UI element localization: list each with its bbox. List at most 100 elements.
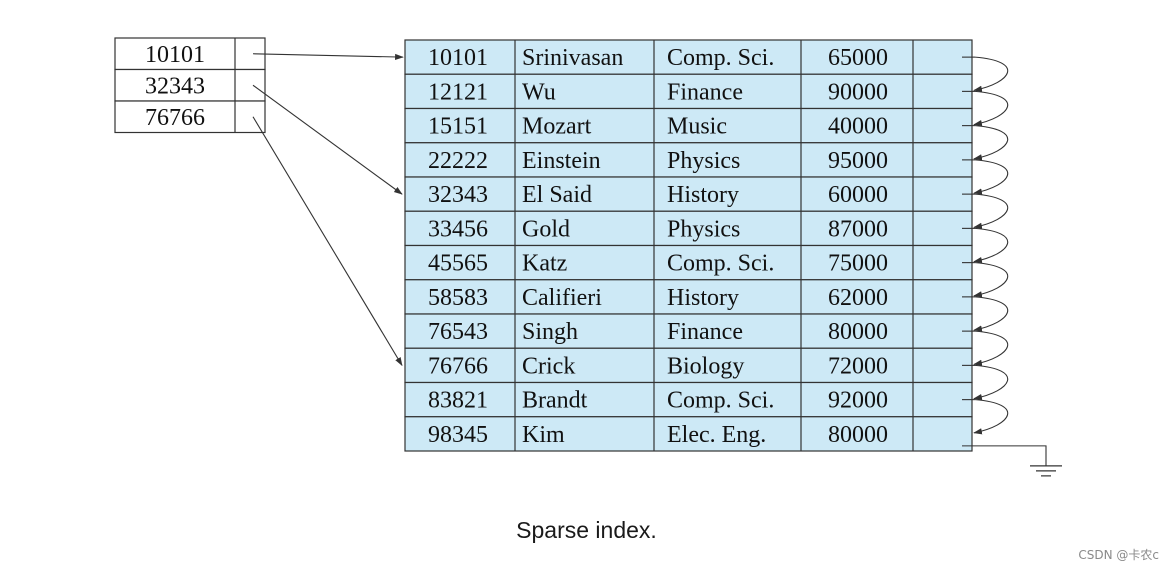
record-dept: Physics	[667, 148, 740, 174]
chain-pointer	[962, 364, 1009, 401]
record-name: El Said	[522, 182, 592, 208]
record-box	[404, 347, 973, 384]
file-record: 15151 Mozart Music 40000	[404, 107, 973, 144]
null-pointer-line	[962, 445, 1047, 466]
chain-pointer	[962, 159, 1009, 195]
index-entry: 76766	[114, 100, 266, 134]
record-id: 76766	[428, 353, 488, 379]
file-record: 32343 El Said History 60000	[404, 176, 973, 212]
record-dept: Physics	[667, 216, 740, 242]
chain-arrow	[973, 364, 1009, 401]
record-name: Crick	[522, 353, 575, 379]
record-dept: Music	[667, 114, 727, 140]
chain-arrow	[973, 193, 1009, 229]
record-dept: Comp. Sci.	[667, 251, 774, 277]
record-salary: 72000	[828, 353, 888, 379]
sparse-index: 10101 32343 76766	[114, 37, 266, 134]
index-key: 76766	[145, 105, 205, 131]
index-key: 10101	[145, 42, 205, 68]
record-name: Srinivasan	[522, 45, 623, 71]
index-key: 32343	[145, 73, 205, 99]
record-salary: 75000	[828, 251, 888, 277]
record-box	[404, 210, 973, 247]
record-box	[404, 416, 973, 452]
sequential-file: 10101 Srinivasan Comp. Sci. 65000 12121 Wu Fin…	[404, 39, 973, 452]
record-id: 12121	[428, 79, 488, 105]
file-record: 83821 Brandt Comp. Sci. 92000	[404, 381, 973, 418]
record-box	[404, 107, 973, 144]
record-name: Califieri	[522, 285, 602, 311]
record-id: 22222	[428, 148, 488, 174]
file-record: 33456 Gold Physics 87000	[404, 210, 973, 247]
file-record: 22222 Einstein Physics 95000	[404, 142, 973, 178]
record-dept: Finance	[667, 79, 743, 105]
record-id: 98345	[428, 422, 488, 448]
record-salary: 65000	[828, 45, 888, 71]
file-record: 45565 Katz Comp. Sci. 75000	[404, 244, 973, 281]
record-salary: 80000	[828, 319, 888, 345]
record-dept: History	[667, 182, 739, 208]
record-name: Brandt	[522, 388, 588, 414]
chain-pointer	[962, 296, 1009, 332]
file-record: 76543 Singh Finance 80000	[404, 313, 973, 349]
null-pointer-ground	[962, 445, 1062, 477]
index-entry-box	[114, 68, 266, 102]
chain-pointer	[962, 193, 1009, 229]
record-id: 10101	[428, 45, 488, 71]
index-pointer	[252, 84, 403, 195]
record-box	[404, 73, 973, 110]
record-id: 33456	[428, 216, 488, 242]
index-pointer	[252, 53, 404, 61]
chain-arrow	[973, 56, 1009, 92]
record-name: Katz	[522, 251, 567, 277]
chain-arrow	[973, 330, 1009, 366]
chain-pointer	[962, 125, 1009, 161]
record-dept: Elec. Eng.	[667, 422, 766, 448]
chain-arrow	[973, 227, 1009, 264]
chain-pointer	[962, 399, 1009, 435]
record-box	[404, 176, 973, 212]
chain-pointer	[962, 90, 1009, 127]
file-record: 12121 Wu Finance 90000	[404, 73, 973, 110]
chain-pointer	[962, 330, 1009, 366]
record-name: Wu	[522, 79, 556, 105]
chain-arrow	[973, 399, 1009, 435]
chain-pointer	[962, 262, 1009, 298]
pointer-arrow	[252, 116, 403, 367]
record-salary: 80000	[828, 422, 888, 448]
chain-arrow	[973, 125, 1009, 161]
file-record: 98345 Kim Elec. Eng. 80000	[404, 416, 973, 452]
figure-caption: Sparse index.	[516, 517, 657, 543]
record-id: 76543	[428, 319, 488, 345]
record-id: 32343	[428, 182, 488, 208]
chain-arrow	[973, 90, 1009, 127]
record-name: Kim	[522, 422, 565, 448]
record-salary: 95000	[828, 148, 888, 174]
pointer-arrow	[252, 84, 403, 195]
chain-arrow	[973, 296, 1009, 332]
record-dept: Finance	[667, 319, 743, 345]
record-dept: Comp. Sci.	[667, 45, 774, 71]
index-pointers	[252, 53, 404, 367]
record-dept: Biology	[667, 353, 744, 379]
record-chain-pointers	[962, 56, 1009, 435]
file-record: 76766 Crick Biology 72000	[404, 347, 973, 384]
record-salary: 40000	[828, 114, 888, 140]
record-id: 45565	[428, 251, 488, 277]
index-entry: 32343	[114, 68, 266, 102]
record-id: 58583	[428, 285, 488, 311]
record-id: 15151	[428, 114, 488, 140]
record-salary: 62000	[828, 285, 888, 311]
record-name: Gold	[522, 216, 570, 242]
record-name: Singh	[522, 319, 578, 345]
record-dept: Comp. Sci.	[667, 388, 774, 414]
file-record: 10101 Srinivasan Comp. Sci. 65000	[404, 39, 973, 75]
record-salary: 92000	[828, 388, 888, 414]
chain-arrow	[973, 262, 1009, 298]
index-pointer	[252, 116, 403, 367]
record-box	[404, 279, 973, 315]
chain-pointer	[962, 227, 1009, 264]
record-name: Mozart	[522, 114, 592, 140]
chain-pointer	[962, 56, 1009, 92]
